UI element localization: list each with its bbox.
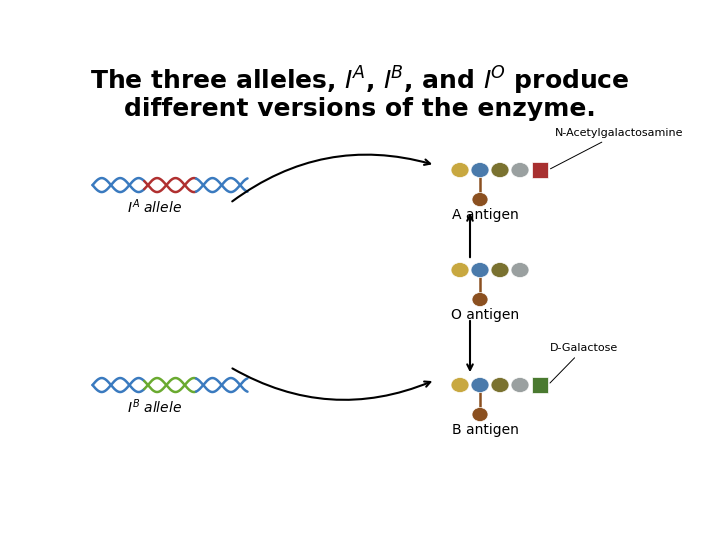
Text: D-Galactose: D-Galactose (550, 343, 618, 383)
Ellipse shape (491, 163, 509, 178)
Text: 12.2 How Do Alleles Interact?: 12.2 How Do Alleles Interact? (11, 14, 237, 29)
Ellipse shape (472, 193, 488, 207)
Text: B antigen: B antigen (451, 423, 518, 437)
Ellipse shape (472, 408, 488, 422)
Text: $\mathit{I}^B$ allele: $\mathit{I}^B$ allele (127, 397, 182, 416)
Text: N-Acetylgalactosamine: N-Acetylgalactosamine (551, 128, 683, 169)
Text: A antigen: A antigen (451, 208, 518, 222)
Ellipse shape (451, 377, 469, 393)
Ellipse shape (471, 262, 489, 278)
Ellipse shape (472, 293, 488, 307)
Text: $\mathit{I}^A$ allele: $\mathit{I}^A$ allele (127, 197, 182, 215)
Ellipse shape (511, 262, 529, 278)
Text: different versions of the enzyme.: different versions of the enzyme. (124, 97, 596, 121)
Ellipse shape (491, 262, 509, 278)
Text: O antigen: O antigen (451, 308, 519, 322)
Text: The three alleles, $\mathit{I}$$^A$, $\mathit{I}$$^B$, and $\mathit{I}$$^O$ prod: The three alleles, $\mathit{I}$$^A$, $\m… (90, 65, 630, 97)
FancyBboxPatch shape (532, 377, 548, 393)
Ellipse shape (471, 163, 489, 178)
Ellipse shape (491, 377, 509, 393)
Ellipse shape (511, 377, 529, 393)
Ellipse shape (451, 262, 469, 278)
Ellipse shape (451, 163, 469, 178)
FancyBboxPatch shape (532, 162, 548, 178)
Ellipse shape (471, 377, 489, 393)
Ellipse shape (511, 163, 529, 178)
